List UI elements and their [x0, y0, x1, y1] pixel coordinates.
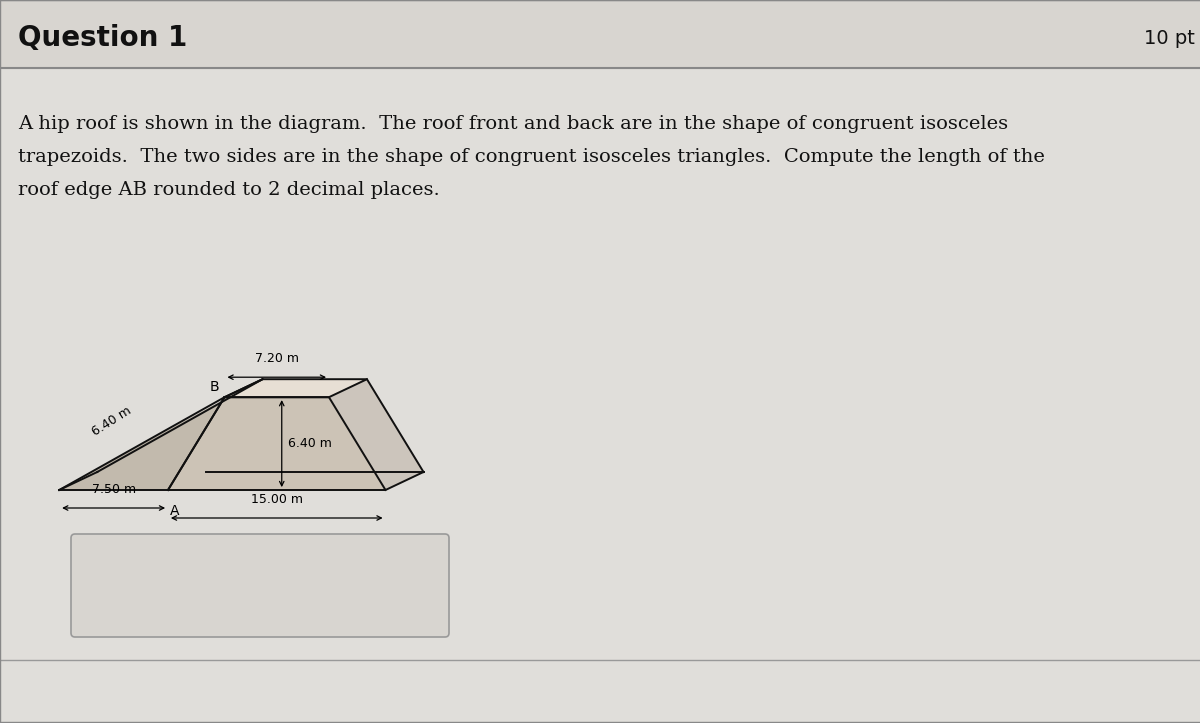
- Text: 7.20 m: 7.20 m: [254, 352, 299, 365]
- Text: 7.50 m: 7.50 m: [91, 483, 136, 496]
- Text: roof edge AB rounded to 2 decimal places.: roof edge AB rounded to 2 decimal places…: [18, 181, 439, 199]
- Polygon shape: [329, 379, 424, 490]
- Polygon shape: [59, 379, 263, 490]
- Bar: [0, 0, 1200, 68]
- Text: A hip roof is shown in the diagram.  The roof front and back are in the shape of: A hip roof is shown in the diagram. The …: [18, 115, 1008, 133]
- Polygon shape: [168, 397, 385, 490]
- Text: A: A: [170, 504, 180, 518]
- Text: 6.40 m: 6.40 m: [288, 437, 331, 450]
- Polygon shape: [224, 379, 367, 397]
- Text: 6.40 m: 6.40 m: [90, 404, 134, 439]
- Text: Question 1: Question 1: [18, 24, 187, 52]
- Text: trapezoids.  The two sides are in the shape of congruent isosceles triangles.  C: trapezoids. The two sides are in the sha…: [18, 148, 1045, 166]
- Text: B: B: [210, 380, 220, 394]
- Text: 15.00 m: 15.00 m: [251, 493, 302, 506]
- FancyBboxPatch shape: [71, 534, 449, 637]
- Text: 10 pt: 10 pt: [1144, 28, 1195, 48]
